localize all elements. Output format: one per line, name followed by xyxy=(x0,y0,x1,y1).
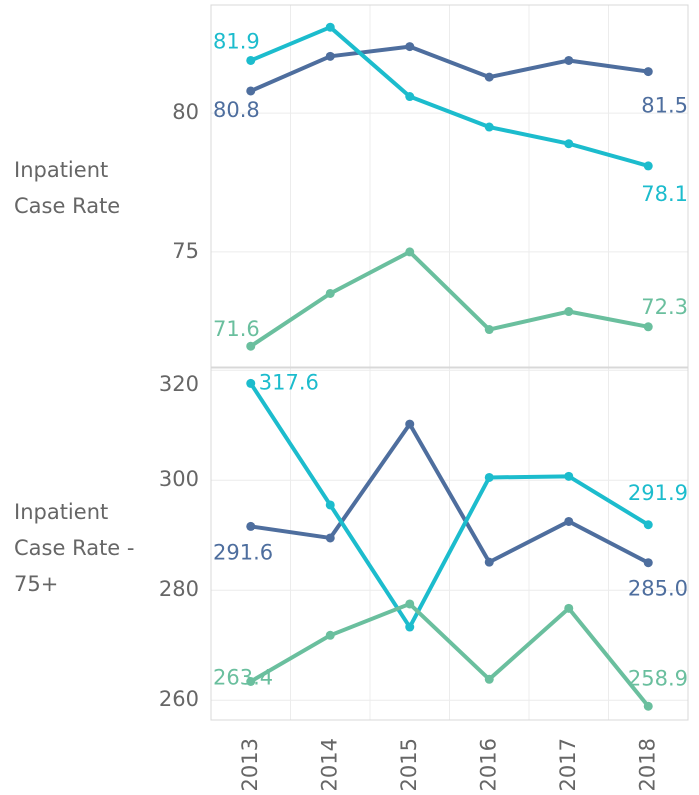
data-label: 258.9 xyxy=(628,666,688,690)
x-tick-label: 2014 xyxy=(317,738,341,791)
series-line xyxy=(250,422,650,565)
point xyxy=(484,122,494,132)
point xyxy=(484,557,494,567)
point xyxy=(484,472,494,482)
point xyxy=(484,674,494,684)
point xyxy=(246,55,256,65)
point xyxy=(246,677,256,686)
point xyxy=(484,325,494,335)
point xyxy=(405,247,415,257)
point xyxy=(564,471,574,481)
x-tick-label: 2016 xyxy=(476,738,500,791)
point xyxy=(246,341,256,351)
data-label: 72.3 xyxy=(641,295,688,319)
point xyxy=(643,520,653,530)
point xyxy=(405,622,415,632)
row-label: Inpatient Case Rate xyxy=(14,158,121,218)
point xyxy=(405,419,415,429)
point xyxy=(325,288,335,298)
series-line xyxy=(249,382,650,630)
x-tick-label: 2018 xyxy=(635,738,659,791)
point xyxy=(246,86,256,96)
point xyxy=(643,701,653,711)
point xyxy=(325,630,335,640)
series-line xyxy=(249,601,650,708)
data-label: 291.9 xyxy=(628,481,688,505)
point xyxy=(643,558,653,568)
data-label: 80.8 xyxy=(213,98,260,122)
row-label: Inpatient Case Rate - 75+ xyxy=(14,500,135,596)
data-label: 285.0 xyxy=(628,577,688,601)
point xyxy=(643,67,653,77)
point xyxy=(564,139,574,149)
data-label: 71.6 xyxy=(213,317,260,341)
point xyxy=(246,521,256,531)
series-line xyxy=(249,25,649,168)
point xyxy=(325,533,335,543)
y-tick-label: 80 xyxy=(172,100,199,124)
x-tick-label: 2013 xyxy=(238,738,262,791)
y-tick-label: 260 xyxy=(159,687,199,711)
point xyxy=(325,51,335,61)
panel-border xyxy=(210,4,689,368)
point xyxy=(643,322,653,332)
series-line xyxy=(249,44,649,93)
data-label: 81.5 xyxy=(641,94,688,118)
point xyxy=(405,92,415,102)
point xyxy=(246,378,256,388)
data-label: 317.6 xyxy=(259,370,319,394)
data-label: 81.9 xyxy=(213,29,260,53)
point xyxy=(564,516,574,526)
y-tick-label: 320 xyxy=(159,372,199,396)
point xyxy=(405,599,415,609)
data-label: 263.4 xyxy=(213,666,273,690)
point xyxy=(405,42,415,52)
point xyxy=(564,603,574,613)
data-label: 291.6 xyxy=(213,540,273,564)
panel-border xyxy=(210,367,689,721)
x-tick-label: 2015 xyxy=(397,738,421,791)
data-label: 78.1 xyxy=(641,182,688,206)
x-tick-label: 2017 xyxy=(556,738,580,791)
y-tick-label: 75 xyxy=(172,239,199,263)
point xyxy=(484,72,494,82)
point xyxy=(325,22,335,32)
point xyxy=(564,307,574,317)
point xyxy=(643,161,653,171)
point xyxy=(325,500,335,510)
series-line xyxy=(249,249,649,348)
y-tick-label: 280 xyxy=(159,577,199,601)
y-tick-label: 300 xyxy=(159,467,199,491)
point xyxy=(564,55,574,65)
